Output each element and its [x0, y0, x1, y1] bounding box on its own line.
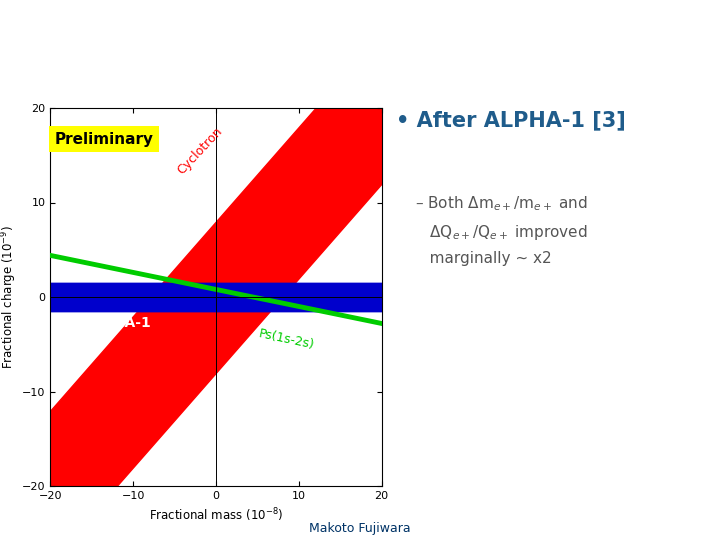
Text: 7. Positron Charge & Mass after ALPHA-1: 7. Positron Charge & Mass after ALPHA-1 [22, 45, 539, 65]
Y-axis label: Fractional charge (10$^{-9}$): Fractional charge (10$^{-9}$) [0, 225, 19, 369]
Text: Preliminary: Preliminary [55, 132, 153, 147]
Text: Cyclotron: Cyclotron [175, 125, 225, 177]
Text: • After ALPHA-1 [3]: • After ALPHA-1 [3] [396, 110, 626, 130]
Text: Ps(1s-2s): Ps(1s-2s) [258, 327, 315, 352]
Text: Makoto Fujiwara: Makoto Fujiwara [309, 522, 411, 535]
Text: ⚙ TRIUMF: ⚙ TRIUMF [13, 8, 71, 18]
Text: – Both Δm$_{e+}$/m$_{e+}$ and
   ΔQ$_{e+}$/Q$_{e+}$ improved
   marginally ~ x2: – Both Δm$_{e+}$/m$_{e+}$ and ΔQ$_{e+}$/… [415, 194, 588, 266]
Text: ALPHA-1: ALPHA-1 [84, 316, 151, 330]
X-axis label: Fractional mass (10$^{-8}$): Fractional mass (10$^{-8}$) [149, 507, 283, 524]
